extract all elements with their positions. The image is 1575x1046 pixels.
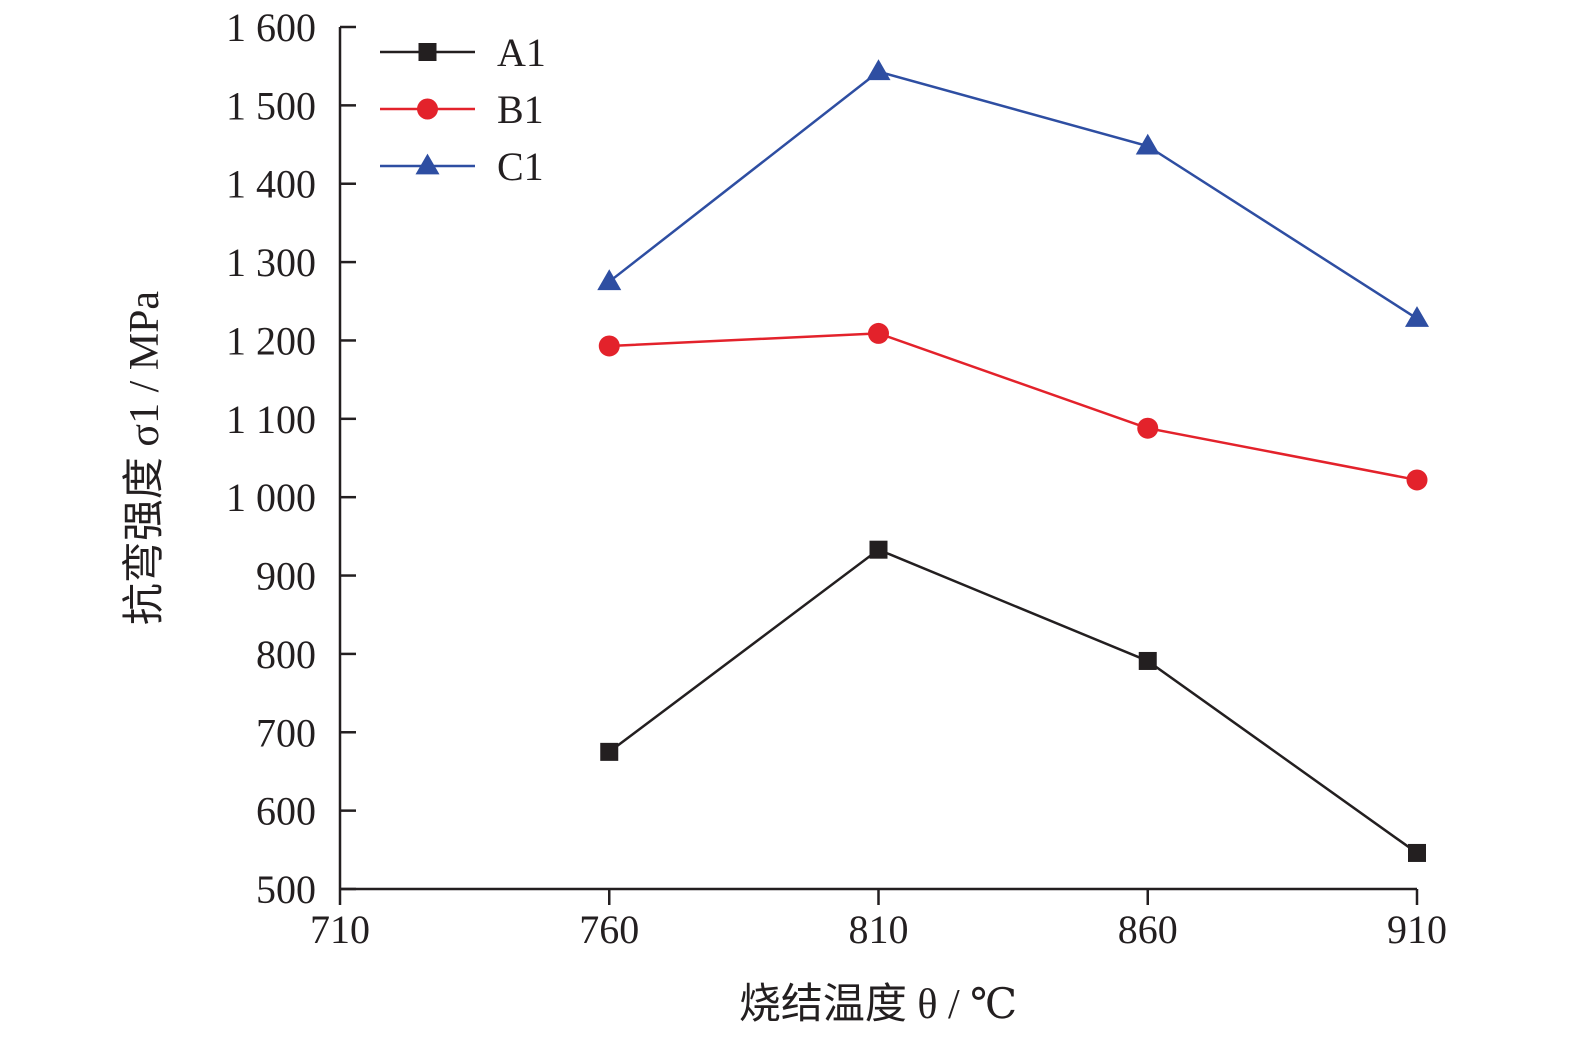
data-point-a1 <box>1408 843 1426 862</box>
y-axis-title: 抗弯强度 σ1 / MPa <box>121 291 168 626</box>
data-point-b1 <box>1137 417 1159 439</box>
y-tick-label: 1 400 <box>226 162 316 207</box>
legend: A1 B1 C1 <box>380 30 546 189</box>
series-a1 <box>600 540 1426 862</box>
x-axis-title: 烧结温度 θ / ℃ <box>739 982 1017 1028</box>
series-line-c1 <box>608 70 1418 320</box>
data-point-c1 <box>1135 133 1160 155</box>
data-point-c1 <box>1405 306 1429 327</box>
legend-item-c1: C1 <box>380 144 544 189</box>
series-line-b1 <box>609 332 1418 482</box>
data-point-b1 <box>868 322 889 344</box>
y-tick-label: 1 200 <box>226 318 316 363</box>
y-tick-label: 1 300 <box>226 240 316 285</box>
data-point-c1 <box>866 59 891 81</box>
legend-label-b1: B1 <box>497 87 544 132</box>
y-tick-label: 900 <box>256 554 316 599</box>
y-tick-label: 1 500 <box>226 83 316 128</box>
series-b1 <box>598 322 1428 491</box>
data-point-a1 <box>1138 651 1157 670</box>
legend-item-b1: B1 <box>380 87 544 132</box>
data-point-b1 <box>598 335 620 357</box>
y-tick-label: 1 100 <box>226 397 316 442</box>
data-point-a1 <box>869 540 888 559</box>
y-tick-label: 800 <box>256 632 316 677</box>
y-tick-label: 700 <box>256 710 316 755</box>
axes: 500 600 700 800 900 1 000 1 100 1 200 1 300 1 400… <box>226 5 1447 952</box>
y-tick-label: 500 <box>256 867 316 912</box>
legend-marker-b1 <box>417 98 438 120</box>
x-tick-label: 710 <box>310 907 370 952</box>
x-tick-label: 860 <box>1118 907 1178 952</box>
x-tick-label: 810 <box>849 907 909 952</box>
series-layer <box>597 59 1429 862</box>
legend-marker-c1 <box>415 153 440 175</box>
legend-label-c1: C1 <box>497 144 544 189</box>
y-tick-label: 1 600 <box>226 5 316 50</box>
y-tick-label: 600 <box>256 789 316 834</box>
data-point-a1 <box>600 742 619 761</box>
data-point-b1 <box>1406 469 1428 491</box>
x-tick-label: 910 <box>1387 907 1447 952</box>
x-tick-label: 760 <box>579 907 639 952</box>
legend-label-a1: A1 <box>497 30 546 75</box>
legend-marker-a1 <box>418 43 437 61</box>
y-tick-label: 1 000 <box>226 475 316 520</box>
data-point-c1 <box>597 269 622 291</box>
series-c1 <box>597 59 1429 327</box>
series-line-a1 <box>608 548 1418 854</box>
legend-item-a1: A1 <box>380 30 546 75</box>
